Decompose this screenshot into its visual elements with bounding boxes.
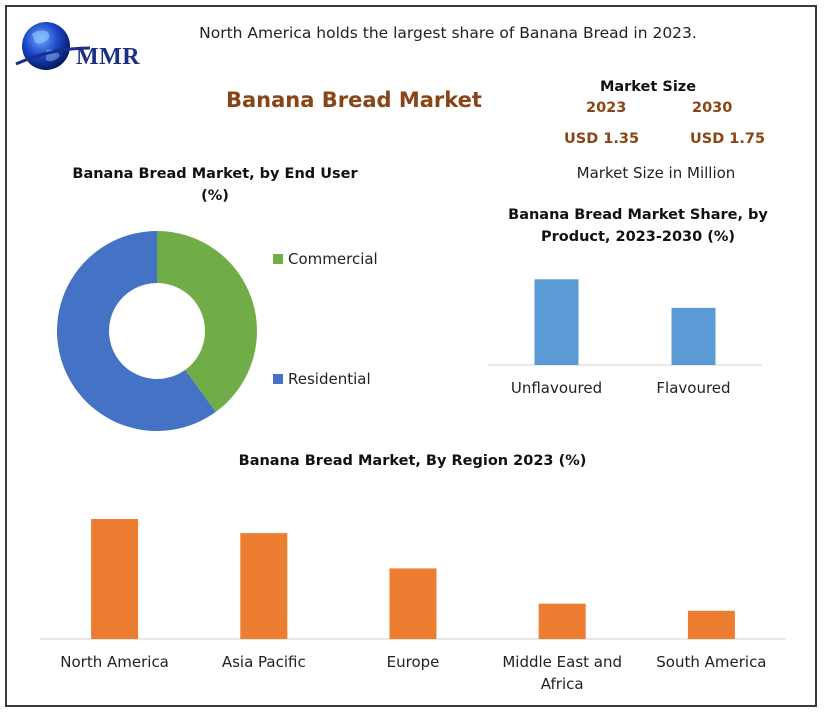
- region-bar-asia-pacific: [240, 533, 288, 639]
- market-size-year-2030: 2030: [692, 100, 733, 116]
- headline: North America holds the largest share of…: [199, 24, 697, 42]
- region-bar-north-america: [91, 519, 139, 639]
- globe-icon: [15, 22, 91, 70]
- market-size-value-2030: USD 1.75: [690, 131, 766, 147]
- region-tick-label-middle-east-and-africa: Middle East and Africa: [502, 653, 623, 693]
- legend-label-residential: Residential: [288, 370, 371, 388]
- region-bar-south-america: [687, 610, 735, 639]
- main-title: Banana Bread Market: [226, 88, 482, 112]
- region-bar-middle-east-and-africa: [538, 603, 586, 639]
- region-tick-label-south-america: South America: [656, 653, 767, 671]
- legend-swatch-commercial: [273, 254, 283, 264]
- end-user-chart-title: Banana Bread Market, by End User (%): [72, 166, 358, 204]
- market-size-value-2023: USD 1.35: [564, 131, 640, 147]
- donut-slice-commercial: [157, 231, 258, 412]
- product-chart-title: Banana Bread Market Share, by Product, 2…: [508, 207, 768, 245]
- legend-item-commercial: Commercial: [273, 250, 378, 268]
- product-tick-label-flavoured: Flavoured: [656, 379, 731, 397]
- chart-frame: [5, 5, 817, 707]
- market-size-title: Market Size: [599, 79, 697, 95]
- product-bar-unflavoured: [534, 279, 579, 365]
- market-size-unit: Market Size in Million: [576, 164, 736, 182]
- donut-slice-residential: [57, 231, 216, 431]
- region-tick-label-north-america: North America: [60, 653, 169, 671]
- region-bar-europe: [389, 568, 437, 639]
- legend-label-commercial: Commercial: [288, 250, 378, 268]
- region-tick-label-europe: Europe: [386, 653, 440, 671]
- region-chart-title: Banana Bread Market, By Region 2023 (%): [238, 453, 587, 469]
- product-tick-label-unflavoured: Unflavoured: [510, 379, 603, 397]
- region-tick-label-asia-pacific: Asia Pacific: [221, 653, 306, 671]
- product-bar-flavoured: [671, 307, 716, 365]
- logo-text: MMR: [76, 44, 141, 70]
- legend-swatch-residential: [273, 374, 283, 384]
- market-size-year-2023: 2023: [586, 100, 627, 116]
- legend-item-residential: Residential: [273, 370, 371, 388]
